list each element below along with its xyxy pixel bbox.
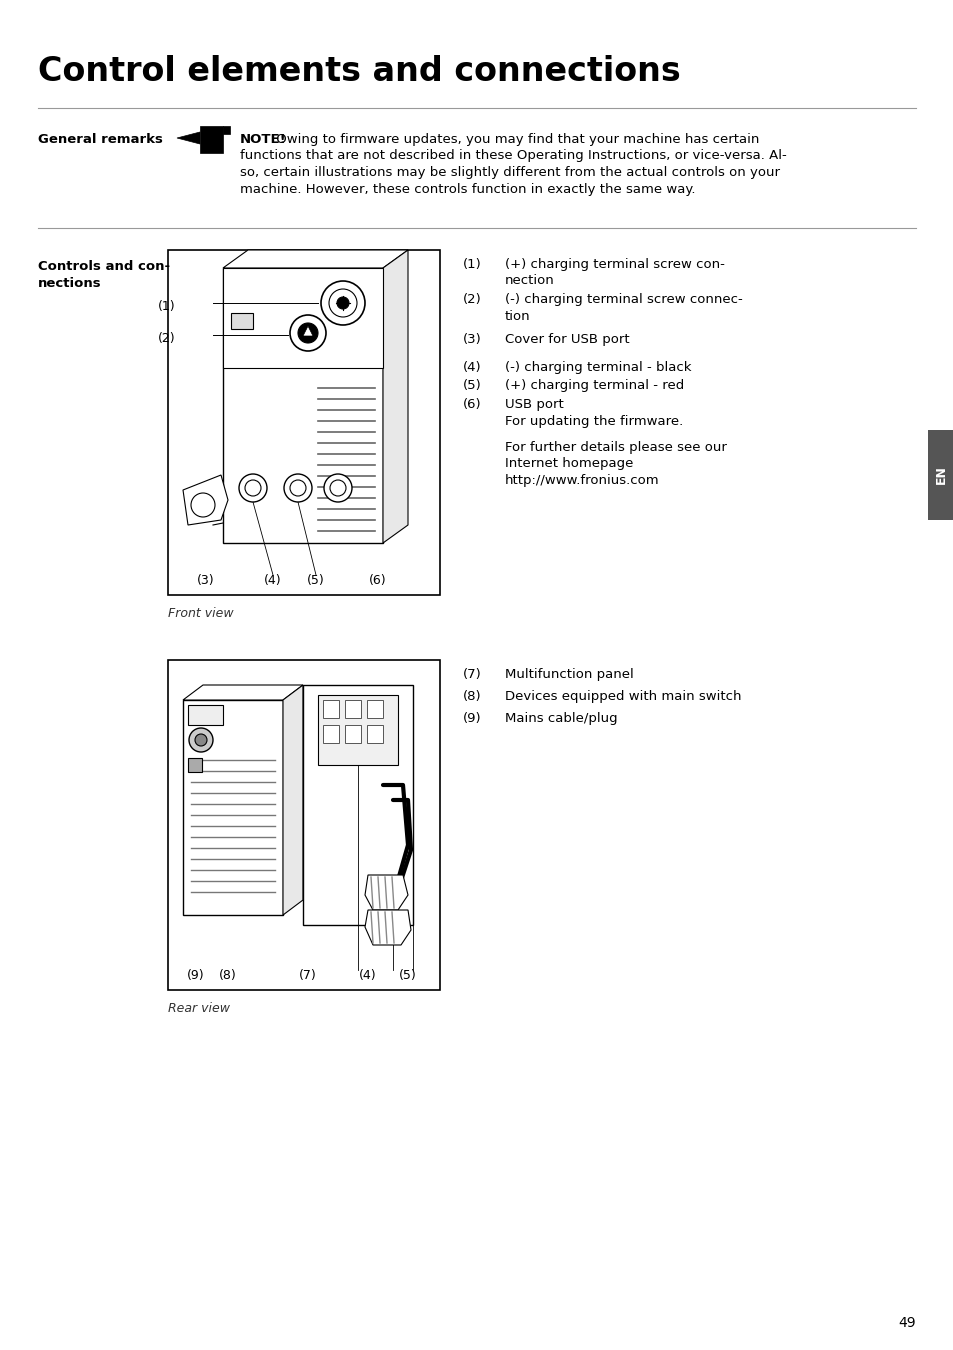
Circle shape xyxy=(191,493,214,517)
Circle shape xyxy=(336,297,349,309)
Text: (-) charging terminal - black: (-) charging terminal - black xyxy=(504,360,691,374)
Text: http://www.fronius.com: http://www.fronius.com xyxy=(504,474,659,487)
Polygon shape xyxy=(200,126,223,153)
Text: (2): (2) xyxy=(462,293,481,306)
Polygon shape xyxy=(223,250,408,269)
Text: (6): (6) xyxy=(462,398,481,410)
Circle shape xyxy=(290,481,306,495)
FancyBboxPatch shape xyxy=(188,757,202,772)
Text: (7): (7) xyxy=(462,668,481,680)
Circle shape xyxy=(239,474,267,502)
Text: Cover for USB port: Cover for USB port xyxy=(504,333,629,346)
Text: Controls and con-: Controls and con- xyxy=(38,261,170,273)
FancyBboxPatch shape xyxy=(323,701,338,718)
Text: tion: tion xyxy=(504,309,530,323)
Circle shape xyxy=(297,323,317,343)
Text: Mains cable/plug: Mains cable/plug xyxy=(504,711,617,725)
Text: NOTE!: NOTE! xyxy=(240,134,287,146)
Text: (1): (1) xyxy=(462,258,481,271)
Circle shape xyxy=(330,481,346,495)
FancyBboxPatch shape xyxy=(323,725,338,743)
Text: (-) charging terminal screw connec-: (-) charging terminal screw connec- xyxy=(504,293,742,306)
Text: Internet homepage: Internet homepage xyxy=(504,458,633,471)
Text: (5): (5) xyxy=(462,379,481,391)
Text: (8): (8) xyxy=(219,969,236,981)
Text: (5): (5) xyxy=(398,969,416,981)
Text: (5): (5) xyxy=(307,574,325,587)
Text: Front view: Front view xyxy=(168,608,233,620)
Text: (8): (8) xyxy=(462,690,481,703)
Polygon shape xyxy=(177,132,200,144)
Circle shape xyxy=(290,315,326,351)
Circle shape xyxy=(324,474,352,502)
FancyBboxPatch shape xyxy=(188,705,223,725)
Text: (+) charging terminal screw con-: (+) charging terminal screw con- xyxy=(504,258,724,271)
FancyBboxPatch shape xyxy=(317,695,397,765)
Circle shape xyxy=(320,281,365,325)
Text: machine. However, these controls function in exactly the same way.: machine. However, these controls functio… xyxy=(240,182,695,196)
Text: Control elements and connections: Control elements and connections xyxy=(38,55,680,88)
FancyBboxPatch shape xyxy=(927,431,953,520)
Text: 49: 49 xyxy=(898,1316,915,1330)
Text: (+) charging terminal - red: (+) charging terminal - red xyxy=(504,379,683,391)
Polygon shape xyxy=(223,126,230,134)
FancyBboxPatch shape xyxy=(367,725,382,743)
Polygon shape xyxy=(183,684,303,701)
FancyBboxPatch shape xyxy=(367,701,382,718)
Text: (4): (4) xyxy=(359,969,376,981)
Circle shape xyxy=(284,474,312,502)
Text: General remarks: General remarks xyxy=(38,134,163,146)
Text: (1): (1) xyxy=(158,300,175,313)
Text: nections: nections xyxy=(38,277,102,290)
FancyBboxPatch shape xyxy=(345,725,360,743)
Text: Rear view: Rear view xyxy=(168,1002,230,1015)
Text: (4): (4) xyxy=(462,360,481,374)
Text: (6): (6) xyxy=(369,574,386,587)
Text: (2): (2) xyxy=(158,332,175,346)
Text: (3): (3) xyxy=(197,574,214,587)
Text: (9): (9) xyxy=(187,969,205,981)
Polygon shape xyxy=(303,325,313,336)
Circle shape xyxy=(245,481,261,495)
Polygon shape xyxy=(365,875,408,910)
Circle shape xyxy=(194,734,207,747)
Text: Multifunction panel: Multifunction panel xyxy=(504,668,633,680)
Text: Devices equipped with main switch: Devices equipped with main switch xyxy=(504,690,740,703)
FancyBboxPatch shape xyxy=(303,684,413,925)
Text: (7): (7) xyxy=(299,969,316,981)
Circle shape xyxy=(189,728,213,752)
Text: functions that are not described in these Operating Instructions, or vice-versa.: functions that are not described in thes… xyxy=(240,150,786,162)
FancyBboxPatch shape xyxy=(168,660,439,990)
Text: EN: EN xyxy=(934,466,946,485)
Circle shape xyxy=(329,289,356,317)
Polygon shape xyxy=(382,250,408,543)
Text: Owing to firmware updates, you may find that your machine has certain: Owing to firmware updates, you may find … xyxy=(272,134,759,146)
Text: (4): (4) xyxy=(264,574,281,587)
Text: For further details please see our: For further details please see our xyxy=(504,441,726,454)
Polygon shape xyxy=(365,910,411,945)
Polygon shape xyxy=(283,684,303,915)
Text: (9): (9) xyxy=(462,711,481,725)
Text: nection: nection xyxy=(504,274,554,288)
Text: so, certain illustrations may be slightly different from the actual controls on : so, certain illustrations may be slightl… xyxy=(240,166,780,180)
Text: For updating the firmware.: For updating the firmware. xyxy=(504,414,682,428)
Text: (3): (3) xyxy=(462,333,481,346)
FancyBboxPatch shape xyxy=(231,313,253,329)
FancyBboxPatch shape xyxy=(183,701,283,915)
Polygon shape xyxy=(183,475,228,525)
FancyBboxPatch shape xyxy=(223,269,382,543)
FancyBboxPatch shape xyxy=(223,269,382,369)
FancyBboxPatch shape xyxy=(345,701,360,718)
Text: USB port: USB port xyxy=(504,398,563,410)
FancyBboxPatch shape xyxy=(168,250,439,595)
